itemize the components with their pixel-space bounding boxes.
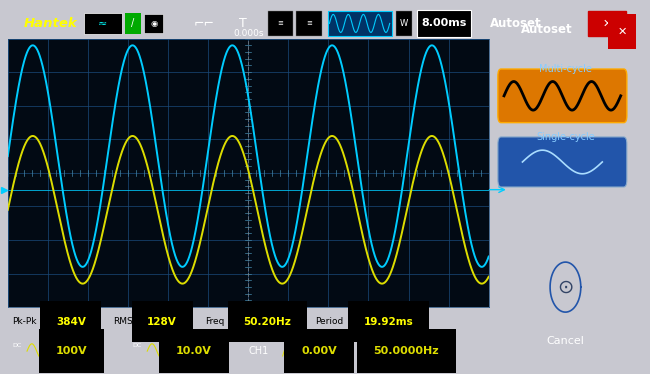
Text: ⌐⌐: ⌐⌐: [194, 17, 215, 30]
Bar: [144, 14, 163, 33]
Text: 384V: 384V: [56, 317, 86, 327]
Bar: [417, 10, 471, 37]
Text: 128V: 128V: [148, 317, 177, 327]
Text: Cancel: Cancel: [547, 336, 584, 346]
Text: Hantek: Hantek: [23, 17, 77, 30]
Bar: [268, 11, 293, 36]
Text: 50.0000Hz: 50.0000Hz: [373, 346, 439, 356]
Text: ≈: ≈: [98, 18, 108, 28]
Text: /: /: [131, 18, 135, 28]
Text: 50.20Hz: 50.20Hz: [244, 317, 291, 327]
Bar: [396, 11, 412, 36]
Text: ✕: ✕: [603, 18, 612, 28]
Text: CH1: CH1: [248, 346, 268, 356]
Text: RMS: RMS: [114, 317, 133, 326]
Text: Autoset: Autoset: [521, 23, 573, 36]
Text: Autoset: Autoset: [489, 17, 541, 30]
FancyBboxPatch shape: [498, 137, 627, 187]
Text: T: T: [239, 17, 246, 30]
Text: 19.92ms: 19.92ms: [363, 317, 413, 327]
Bar: [84, 13, 122, 34]
Text: DC: DC: [12, 343, 22, 348]
Text: Freq: Freq: [205, 317, 224, 326]
Text: 10.0V: 10.0V: [176, 346, 212, 356]
Text: 8.00ms: 8.00ms: [422, 18, 467, 28]
Text: 0.00V: 0.00V: [301, 346, 337, 356]
Bar: [608, 13, 636, 49]
Bar: [296, 11, 322, 36]
FancyBboxPatch shape: [498, 69, 627, 123]
Bar: [588, 11, 627, 36]
Text: W: W: [400, 19, 408, 28]
Text: 0.000s: 0.000s: [233, 30, 263, 39]
Text: DC: DC: [133, 343, 142, 348]
Text: Pk-Pk: Pk-Pk: [12, 317, 37, 326]
Text: Single-cycle: Single-cycle: [536, 132, 595, 142]
Text: /: /: [282, 344, 286, 358]
Bar: [125, 13, 141, 34]
Text: Period: Period: [315, 317, 344, 326]
Text: ≡: ≡: [306, 21, 312, 27]
Text: ⊙: ⊙: [557, 278, 574, 297]
Text: Multi-cycle: Multi-cycle: [539, 64, 592, 74]
Text: ✕: ✕: [618, 27, 627, 37]
Bar: [328, 11, 391, 36]
Text: ≡: ≡: [278, 21, 283, 27]
Text: ◉: ◉: [150, 19, 157, 28]
Text: 100V: 100V: [56, 346, 88, 356]
